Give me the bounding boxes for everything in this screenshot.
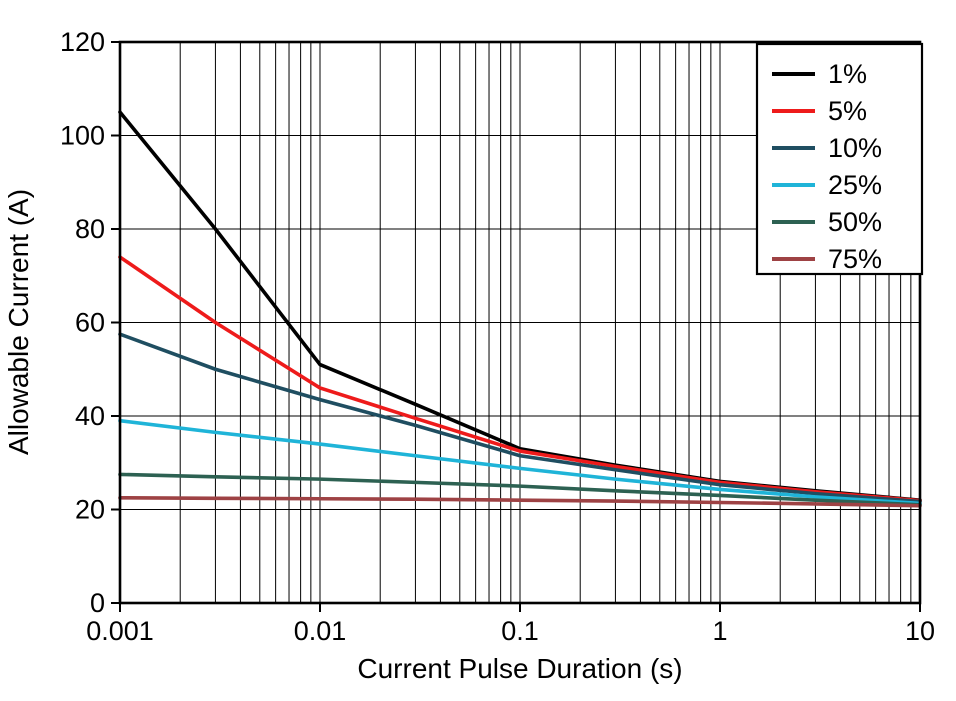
y-axis-title: Allowable Current (A) [3, 189, 34, 455]
series-line-3 [118, 418, 922, 506]
legend-label: 50% [828, 207, 882, 237]
legend-entry: 10% [772, 133, 882, 163]
series-lines [118, 110, 922, 508]
y-tick-label: 40 [75, 401, 105, 431]
legend-entry: 75% [772, 244, 882, 274]
series-line-5 [118, 496, 922, 508]
axis-ticks [111, 41, 921, 612]
gridlines [119, 42, 921, 603]
y-tick-label: 80 [75, 214, 105, 244]
x-tick-label: 0.001 [86, 616, 154, 646]
y-tick-label: 100 [60, 121, 105, 151]
series-line-4 [118, 472, 922, 507]
legend-label: 1% [828, 59, 867, 89]
x-tick-label: 0.01 [294, 616, 347, 646]
y-tick-label: 20 [75, 495, 105, 525]
legend-label: 75% [828, 244, 882, 274]
y-tick-label: 0 [90, 588, 105, 618]
y-tick-label: 60 [75, 308, 105, 338]
x-axis-title: Current Pulse Duration (s) [357, 653, 682, 684]
y-tick-label: 120 [60, 27, 105, 57]
legend-entry: 50% [772, 207, 882, 237]
x-tick-label: 1 [712, 616, 727, 646]
legend-label: 25% [828, 170, 882, 200]
x-tick-label: 0.1 [501, 616, 539, 646]
legend-label: 5% [828, 96, 867, 126]
legend-box [755, 42, 924, 276]
legend: 1% 5% 10% 25% 50% 75% [755, 42, 924, 276]
legend-entry: 25% [772, 170, 882, 200]
legend-entry: 5% [772, 96, 867, 126]
legend-entry: 1% [772, 59, 867, 89]
series-line-1 [118, 255, 922, 503]
chart-plot-area: 0.001 0.01 0.1 1 100204060801001201%5%10%25%… [60, 27, 935, 646]
series-line-2 [118, 332, 922, 504]
x-tick-label: 10 [905, 616, 935, 646]
legend-label: 10% [828, 133, 882, 163]
